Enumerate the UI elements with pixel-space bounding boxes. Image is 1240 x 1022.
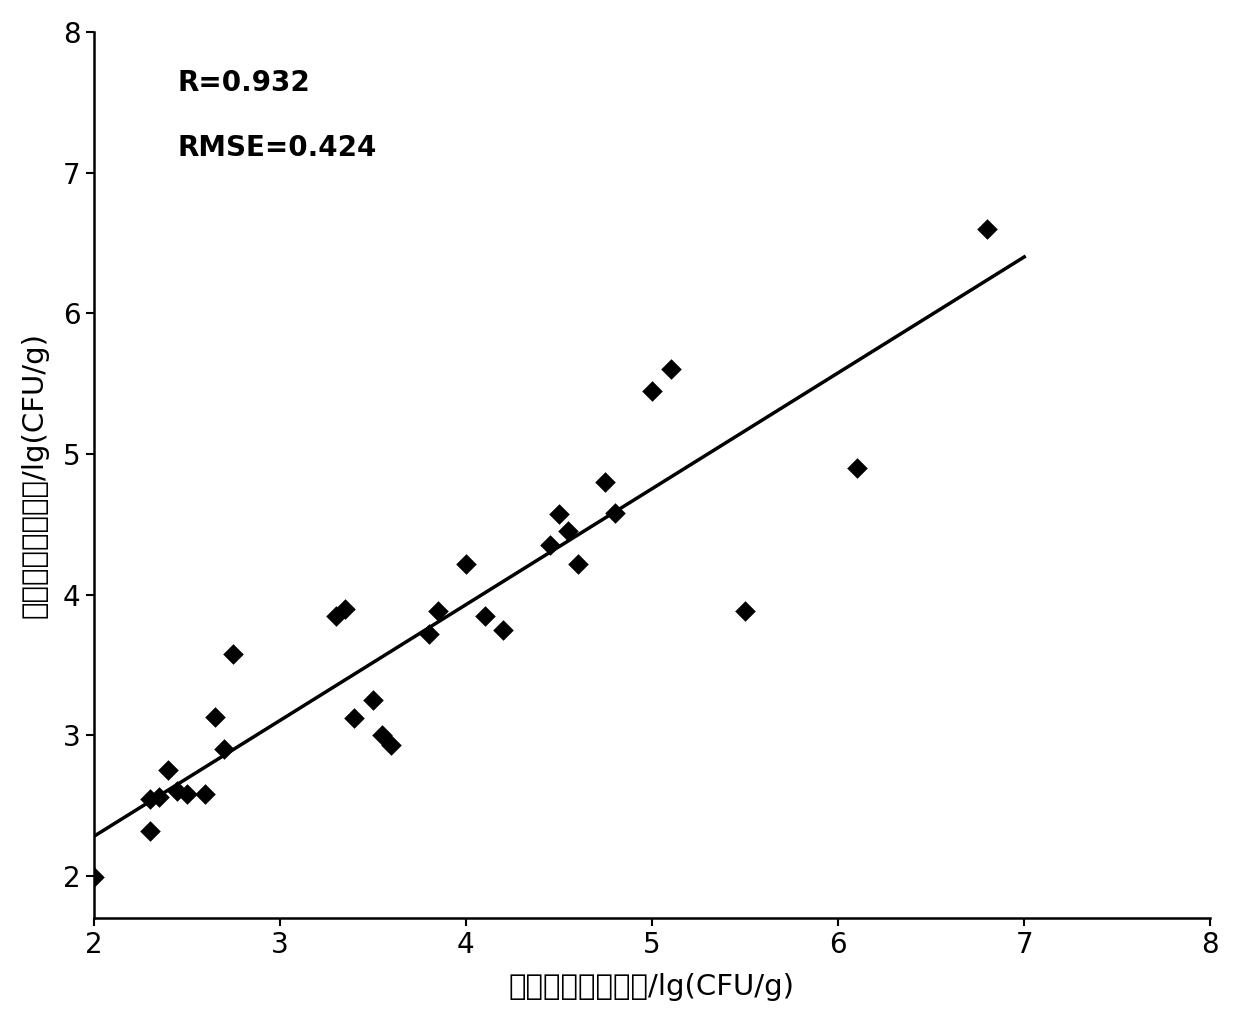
Point [428,603,448,619]
Point [84,869,104,885]
Point [549,506,569,522]
Point [494,621,513,638]
Point [215,741,234,757]
Point [475,607,495,623]
Point [159,762,179,779]
Point [167,783,187,799]
Point [149,789,169,805]
Point [177,786,197,802]
Text: RMSE=0.424: RMSE=0.424 [177,134,377,161]
Point [140,823,160,839]
Point [539,538,559,554]
Point [847,460,867,476]
X-axis label: 热杀索丝菌实测値/lg(CFU/g): 热杀索丝菌实测値/lg(CFU/g) [508,973,795,1002]
Point [372,727,392,743]
Point [735,603,755,619]
Point [977,221,997,237]
Point [568,555,588,571]
Point [595,474,615,491]
Point [558,523,578,540]
Point [456,555,476,571]
Point [382,737,402,753]
Y-axis label: 热杀索丝菌预测値/lg(CFU/g): 热杀索丝菌预测値/lg(CFU/g) [21,332,48,618]
Point [661,361,681,377]
Text: R=0.932: R=0.932 [177,68,310,97]
Point [140,790,160,806]
Point [363,692,383,708]
Point [419,625,439,642]
Point [335,600,355,616]
Point [205,708,224,725]
Point [326,607,346,623]
Point [223,646,243,662]
Point [345,710,365,727]
Point [196,786,216,802]
Point [605,505,625,521]
Point [642,382,662,399]
